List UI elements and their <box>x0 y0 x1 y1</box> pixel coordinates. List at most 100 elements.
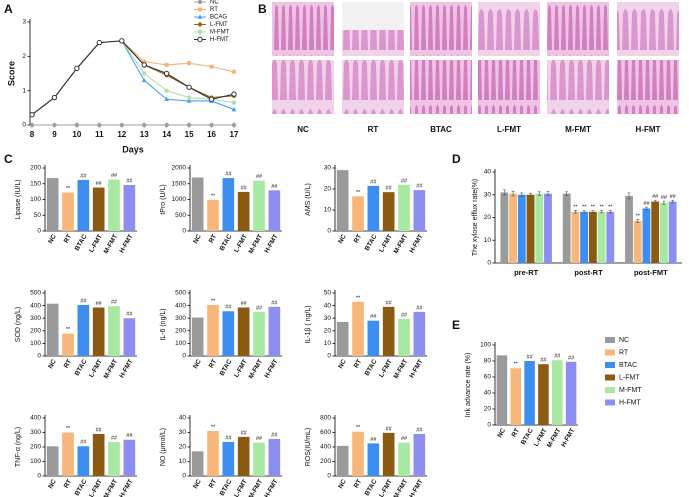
legend-label: M-FMT <box>619 387 642 394</box>
bar <box>336 321 349 356</box>
significance-label: ** <box>356 425 361 431</box>
significance-label: ## <box>256 174 263 180</box>
significance-label: ** <box>356 295 361 301</box>
marker <box>198 7 202 12</box>
significance-label: ## <box>386 300 393 306</box>
series-line <box>31 40 235 116</box>
significance-label: ## <box>126 178 133 184</box>
legend-swatch <box>605 337 615 343</box>
y-tick-label: 100 <box>30 458 41 465</box>
significance-label: ## <box>540 358 547 364</box>
x-tick-label: M-FMT <box>248 358 265 380</box>
x-tick-label: NC <box>192 478 203 490</box>
histology-image <box>547 2 609 56</box>
error-bar <box>653 199 657 204</box>
marker <box>231 122 237 128</box>
bar <box>642 208 651 263</box>
histology-image <box>410 2 472 56</box>
bar <box>253 311 265 356</box>
bar <box>46 303 59 356</box>
x-tick-label: RT <box>63 478 73 489</box>
x-tick-label: L-FMT <box>378 358 394 378</box>
marker <box>231 107 237 112</box>
y-axis-label: AMS (U/L) <box>305 183 312 216</box>
bar <box>222 178 235 231</box>
histology-image <box>410 60 472 114</box>
y-tick-label: 20 <box>484 214 492 221</box>
marker <box>74 65 80 72</box>
x-tick-label: post-RT <box>574 268 603 277</box>
legend-swatch <box>605 349 615 356</box>
bar <box>517 194 526 263</box>
x-tick-label: BTAC <box>74 358 89 377</box>
significance-label: ## <box>241 430 248 436</box>
y-tick-label: 300 <box>30 429 41 436</box>
x-tick-label: RT <box>63 358 73 369</box>
x-tick-label: 10 <box>72 130 81 139</box>
x-tick-label: 8 <box>30 130 35 139</box>
legend-label: NC <box>619 337 629 344</box>
x-tick-label: H-FMT <box>263 358 279 379</box>
x-tick-label: L-FMT <box>88 358 104 378</box>
series-line <box>31 40 235 116</box>
bar <box>207 199 219 231</box>
significance-label: ** <box>211 193 216 199</box>
significance-label: ## <box>225 305 232 311</box>
legend-label: RT <box>210 7 218 13</box>
significance-label: ** <box>599 205 604 211</box>
error-bar <box>520 192 524 197</box>
y-tick-label: 500 <box>175 290 186 297</box>
histology-label: M-FMT <box>565 125 591 134</box>
bar <box>535 193 544 263</box>
x-tick-label: M-FMT <box>248 478 265 497</box>
series-line <box>31 40 235 116</box>
error-bar <box>644 206 648 211</box>
y-tick-label: 1 <box>22 87 26 94</box>
y-tick-label: 800 <box>320 415 331 422</box>
marker <box>29 122 35 128</box>
y-tick-label: 20 <box>324 328 332 335</box>
x-tick-label: L-FMT <box>88 233 104 253</box>
x-tick-label: NC <box>47 233 58 245</box>
bar <box>398 318 410 356</box>
y-axis-label: Score <box>6 61 16 86</box>
significance-label: ## <box>554 354 561 360</box>
histology-images <box>272 2 679 114</box>
y-axis-label: IL-6 (ng/L) <box>160 308 167 340</box>
y-axis-label: IL-1β ( ng/L) <box>305 305 312 343</box>
marker <box>119 38 125 44</box>
error-bar <box>511 191 515 197</box>
x-tick-label: H-FMT <box>560 427 576 448</box>
bar <box>207 304 219 356</box>
marker <box>231 100 237 105</box>
marker <box>142 59 147 64</box>
bar <box>237 436 250 476</box>
significance-label: ## <box>401 178 408 184</box>
bar <box>413 190 426 231</box>
x-tick-label: L-FMT <box>233 478 249 497</box>
y-tick-label: 20 <box>484 406 492 413</box>
x-tick-label: BTAC <box>219 233 234 252</box>
y-tick-label: 400 <box>320 444 331 451</box>
bar <box>551 360 563 425</box>
x-tick-label: BTAC <box>74 478 89 497</box>
bar <box>367 443 380 476</box>
significance-label: ## <box>416 184 423 190</box>
y-tick-label: 60 <box>484 374 492 381</box>
marker <box>119 122 124 128</box>
histology-label: L-FMT <box>497 125 521 134</box>
panel-letter: C <box>4 152 13 166</box>
x-tick-label: RT <box>208 358 218 369</box>
legend-label: L-FMT <box>619 374 640 381</box>
marker <box>186 84 192 90</box>
y-tick-label: 400 <box>30 415 41 422</box>
bar <box>496 355 508 425</box>
significance-label: ** <box>66 186 71 192</box>
significance-label: ** <box>573 204 578 210</box>
x-tick-label: L-FMT <box>378 233 394 253</box>
marker <box>232 69 236 74</box>
x-tick-label: 9 <box>52 130 57 139</box>
x-tick-label: NC <box>337 358 348 370</box>
error-bar <box>502 189 506 196</box>
